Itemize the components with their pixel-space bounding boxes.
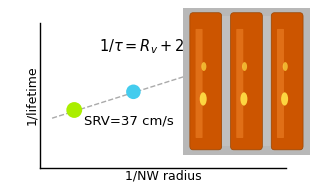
Ellipse shape	[281, 92, 288, 106]
Point	[131, 90, 136, 93]
Ellipse shape	[283, 62, 288, 71]
FancyBboxPatch shape	[271, 13, 303, 150]
Y-axis label: 1/lifetime: 1/lifetime	[25, 66, 38, 125]
Bar	[259, 16, 274, 146]
Bar	[218, 16, 234, 146]
Ellipse shape	[240, 92, 247, 106]
FancyBboxPatch shape	[236, 29, 243, 138]
Ellipse shape	[200, 92, 207, 106]
FancyBboxPatch shape	[277, 29, 284, 138]
FancyBboxPatch shape	[190, 13, 222, 150]
FancyBboxPatch shape	[231, 13, 262, 150]
Ellipse shape	[201, 62, 206, 71]
Text: SRV=37 cm/s: SRV=37 cm/s	[84, 115, 174, 128]
Point	[205, 67, 210, 70]
X-axis label: 1/NW radius: 1/NW radius	[125, 170, 201, 183]
Ellipse shape	[242, 62, 247, 71]
FancyBboxPatch shape	[196, 29, 203, 138]
Point	[72, 108, 77, 112]
FancyBboxPatch shape	[178, 2, 315, 161]
Text: $1/\tau = R_{\mathit{v}}+2SRV/r$: $1/\tau = R_{\mathit{v}}+2SRV/r$	[99, 38, 227, 57]
